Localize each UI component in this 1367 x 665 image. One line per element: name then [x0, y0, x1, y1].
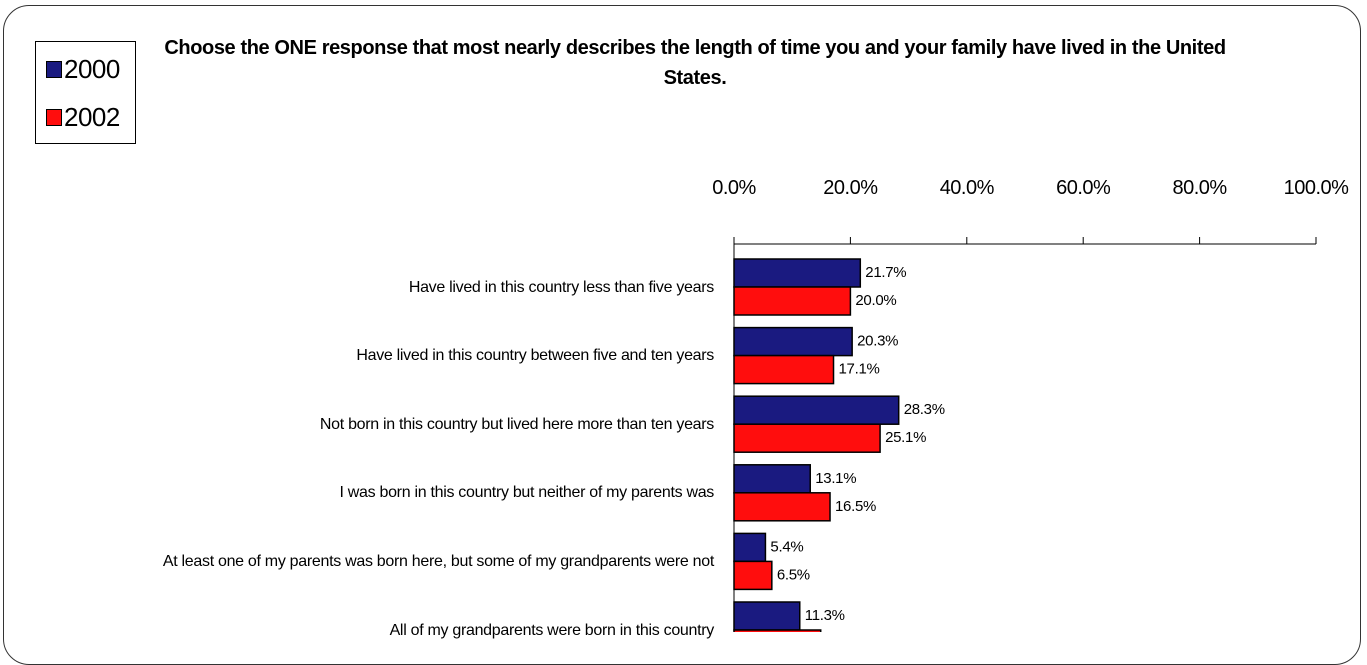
legend-swatch-2000	[46, 61, 62, 78]
legend-label-2002: 2002	[64, 102, 120, 132]
legend-swatch-2002	[46, 109, 62, 126]
legend-item-2002: 2002	[46, 102, 120, 133]
category-label: All of my grandparents were born in this…	[389, 621, 715, 639]
legend-item-2000: 2000	[46, 54, 120, 85]
category-label: I was born in this country but neither o…	[339, 484, 715, 502]
category-label: Have lived in this country less than fiv…	[408, 278, 714, 296]
legend: 2000 2002	[35, 41, 136, 144]
chart-frame	[3, 5, 1361, 665]
category-label: Have lived in this country between five …	[356, 347, 714, 365]
category-label: Not born in this country but lived here …	[319, 415, 714, 433]
category-label: At least one of my parents was born here…	[162, 552, 714, 570]
legend-label-2000: 2000	[64, 54, 120, 84]
chart-title: Choose the ONE response that most nearly…	[164, 37, 1226, 89]
